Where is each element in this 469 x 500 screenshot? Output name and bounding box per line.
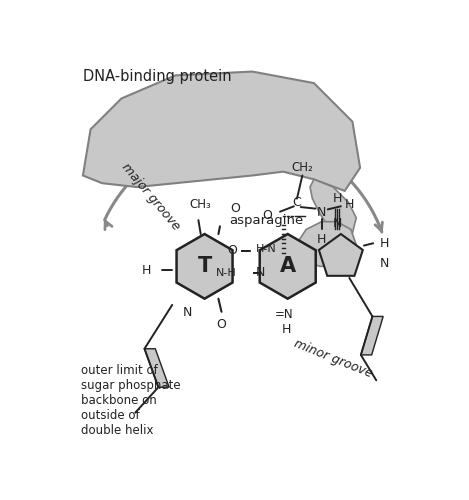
Text: O: O [263,209,272,222]
Text: H: H [281,324,291,336]
Text: N: N [317,206,326,219]
Polygon shape [260,234,316,298]
Polygon shape [144,349,169,387]
Text: O: O [230,202,240,215]
Text: N: N [183,306,192,320]
Text: minor groove: minor groove [292,337,374,380]
Text: CH₂: CH₂ [291,161,313,174]
Text: outer limit of
sugar phosphate
backbone on
outside of
double helix: outer limit of sugar phosphate backbone … [81,364,181,437]
Text: N: N [256,266,265,279]
Text: H: H [333,192,342,205]
Text: N: N [379,257,389,270]
Text: N: N [333,217,342,230]
Text: C: C [293,196,301,209]
Text: asparagine: asparagine [229,214,303,226]
Text: H: H [345,198,354,211]
Text: major groove: major groove [119,161,182,233]
Text: H: H [379,237,389,250]
Polygon shape [361,316,383,355]
Text: =N: =N [274,308,293,321]
Text: N-H: N-H [216,268,237,278]
Text: DNA-binding protein: DNA-binding protein [83,69,232,84]
Text: O: O [217,318,227,331]
Polygon shape [83,72,360,191]
Text: H: H [141,264,151,276]
Polygon shape [319,234,363,276]
Text: T: T [197,256,212,276]
Text: H: H [317,233,326,246]
Text: A: A [280,256,296,276]
Polygon shape [291,222,356,266]
Text: CH₃: CH₃ [189,198,211,211]
Polygon shape [176,234,233,298]
Text: O: O [227,244,237,258]
Text: H-N: H-N [256,244,276,254]
Polygon shape [310,180,356,237]
